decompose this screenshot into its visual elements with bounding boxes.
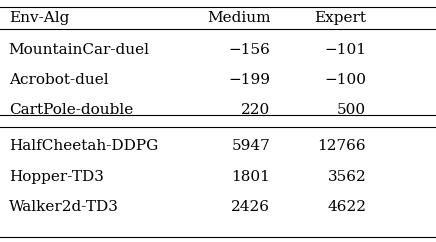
Text: 4622: 4622 (327, 200, 366, 214)
Text: 1801: 1801 (232, 170, 270, 184)
Text: −199: −199 (228, 73, 270, 87)
Text: HalfCheetah-DDPG: HalfCheetah-DDPG (9, 139, 158, 153)
Text: Hopper-TD3: Hopper-TD3 (9, 170, 104, 184)
Text: CartPole-double: CartPole-double (9, 103, 133, 117)
Text: 2426: 2426 (232, 200, 270, 214)
Text: Walker2d-TD3: Walker2d-TD3 (9, 200, 119, 214)
Text: 220: 220 (241, 103, 270, 117)
Text: Medium: Medium (207, 11, 270, 25)
Text: 3562: 3562 (327, 170, 366, 184)
Text: 12766: 12766 (317, 139, 366, 153)
Text: −156: −156 (228, 43, 270, 57)
Text: −100: −100 (324, 73, 366, 87)
Text: Acrobot-duel: Acrobot-duel (9, 73, 108, 87)
Text: Env-Alg: Env-Alg (9, 11, 69, 25)
Text: 500: 500 (337, 103, 366, 117)
Text: −101: −101 (324, 43, 366, 57)
Text: Expert: Expert (314, 11, 366, 25)
Text: MountainCar-duel: MountainCar-duel (9, 43, 150, 57)
Text: 5947: 5947 (232, 139, 270, 153)
